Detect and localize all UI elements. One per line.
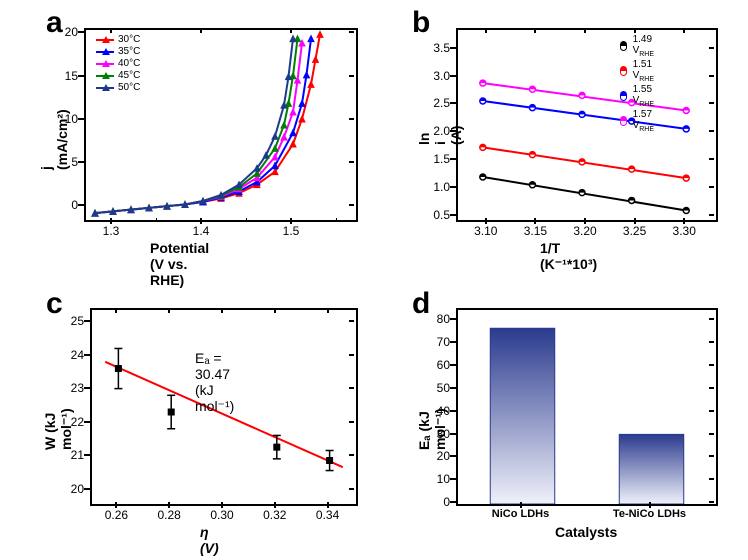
figure: a 1.31.41.505101520 Potential (V vs. RHE… [0, 0, 748, 560]
legend-label: 1.51 VRHE [633, 59, 658, 83]
panel-b-svg [458, 30, 716, 220]
legend-item: 1.55 VRHE [620, 84, 657, 108]
panel-b-xlabel: 1/T (K⁻¹*10³) [540, 240, 597, 273]
panel-c-label: c [46, 287, 63, 321]
legend-label: 1.55 VRHE [633, 84, 658, 108]
legend-label: 1.49 VRHE [633, 34, 658, 58]
panel-b-label: b [412, 6, 430, 40]
legend-label: 40°C [118, 58, 140, 69]
panel-c-xlabel: η (V) [200, 524, 219, 556]
legend-item: 1.57 VRHE [620, 109, 657, 133]
legend-label: 1.57 VRHE [633, 109, 658, 133]
legend-swatch [96, 39, 114, 41]
panel-d-ylabel: Eₐ (kJ mol⁻¹) [416, 408, 449, 450]
legend-swatch [96, 87, 114, 89]
legend-item: 1.51 VRHE [620, 59, 657, 83]
panel-c-annotation: Eₐ = 30.47 (kJ mol⁻¹) [195, 350, 234, 415]
panel-d-plot-box [456, 308, 718, 506]
panel-b-legend: 1.49 VRHE1.51 VRHE1.55 VRHE1.57 VRHE [620, 34, 657, 134]
legend-label: 50°C [118, 82, 140, 93]
legend-label: 45°C [118, 70, 140, 81]
category-label: Te-NiCo LDHs [600, 508, 700, 520]
legend-label: 35°C [118, 46, 140, 57]
panel-a-ylabel: j (mA/cm²) [38, 109, 70, 170]
legend-swatch [620, 66, 627, 76]
legend-swatch [620, 91, 627, 101]
legend-swatch [620, 41, 627, 51]
legend-item: 35°C [96, 46, 140, 57]
panel-d-xlabel: Catalysts [555, 524, 617, 540]
legend-swatch [96, 51, 114, 53]
category-label: NiCo LDHs [471, 508, 571, 520]
legend-swatch [96, 75, 114, 77]
panel-d-svg [458, 310, 716, 504]
legend-swatch [96, 63, 114, 65]
legend-item: 1.49 VRHE [620, 34, 657, 58]
legend-item: 45°C [96, 70, 140, 81]
legend-item: 30°C [96, 34, 140, 45]
legend-item: 50°C [96, 82, 140, 93]
legend-swatch [620, 116, 627, 126]
panel-a-xlabel: Potential (V vs. RHE) [150, 240, 209, 288]
legend-item: 40°C [96, 58, 140, 69]
panel-a-legend: 30°C35°C40°C45°C50°C [96, 34, 140, 94]
panel-b-ylabel: ln i (A) [416, 126, 464, 145]
legend-label: 30°C [118, 34, 140, 45]
panel-c-ylabel: W (kJ mol⁻¹) [42, 408, 75, 450]
panel-b-plot-box [456, 28, 718, 222]
